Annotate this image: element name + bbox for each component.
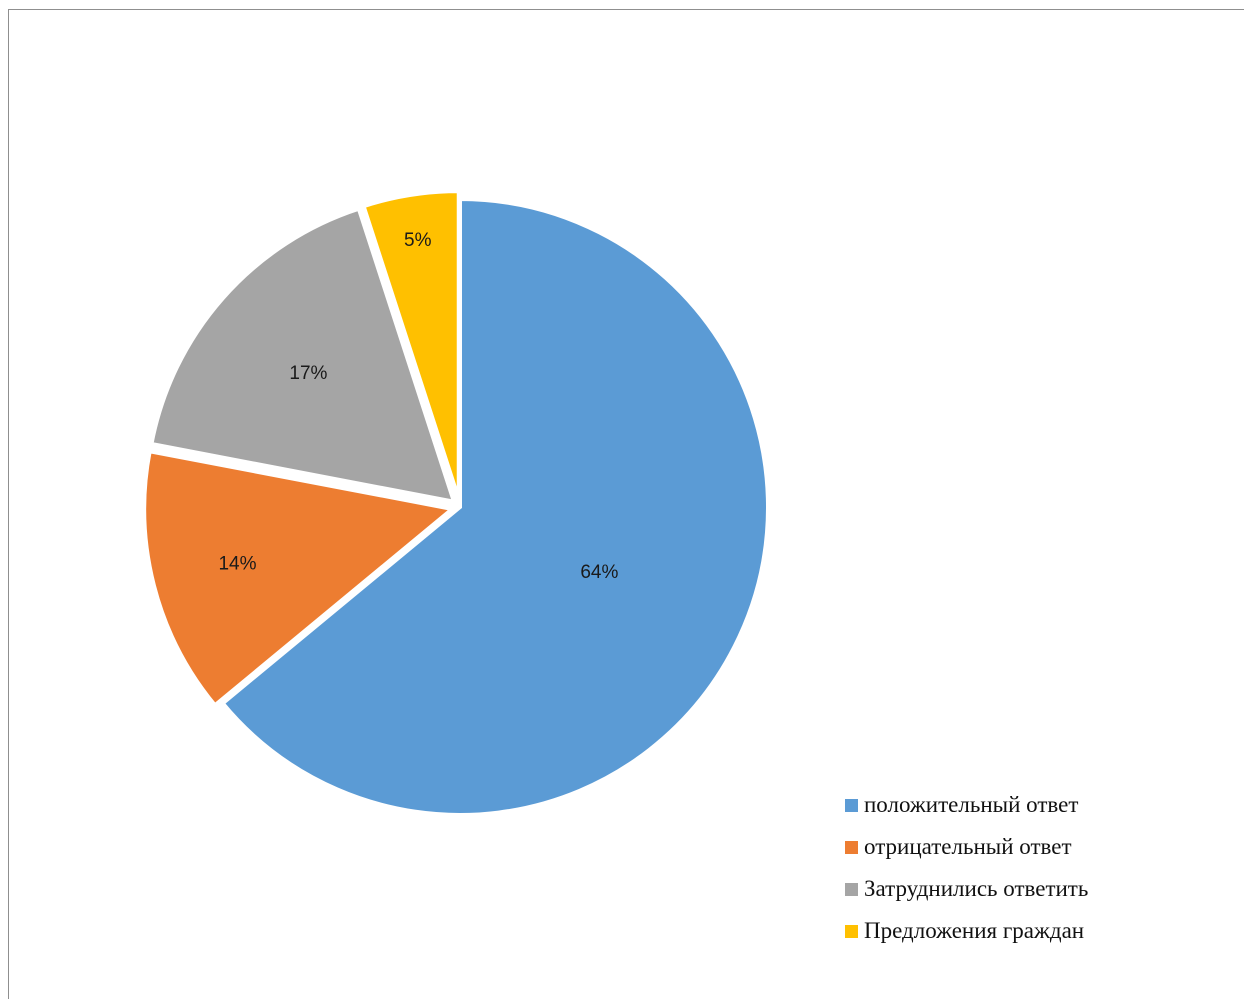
legend-swatch-proposals <box>845 924 858 938</box>
data-label-proposals: 5% <box>404 230 432 251</box>
legend: положительный ответ отрицательный ответ За… <box>845 784 1088 952</box>
legend-label-negative: отрицательный ответ <box>864 834 1072 859</box>
pie-slice-proposals <box>361 189 461 500</box>
legend-item-proposals: Предложения граждан <box>845 910 1088 952</box>
legend-swatch-undecided <box>845 882 858 896</box>
data-label-negative: 14% <box>218 554 256 575</box>
legend-label-undecided: Затруднились ответить <box>864 876 1089 901</box>
legend-swatch-positive <box>845 798 858 812</box>
legend-swatch-negative <box>845 840 858 854</box>
legend-item-positive: положительный ответ <box>845 784 1088 826</box>
legend-label-proposals: Предложения граждан <box>864 918 1085 943</box>
legend-item-undecided: Затруднились ответить <box>845 868 1088 910</box>
pie-slice-positive <box>219 196 770 817</box>
legend-label-positive: положительный ответ <box>864 792 1079 817</box>
legend-item-negative: отрицательный ответ <box>845 826 1088 868</box>
pie-slice-negative <box>142 448 457 709</box>
pie-slice-undecided <box>149 206 457 505</box>
data-label-undecided: 17% <box>289 363 327 384</box>
data-label-positive: 64% <box>580 562 618 583</box>
